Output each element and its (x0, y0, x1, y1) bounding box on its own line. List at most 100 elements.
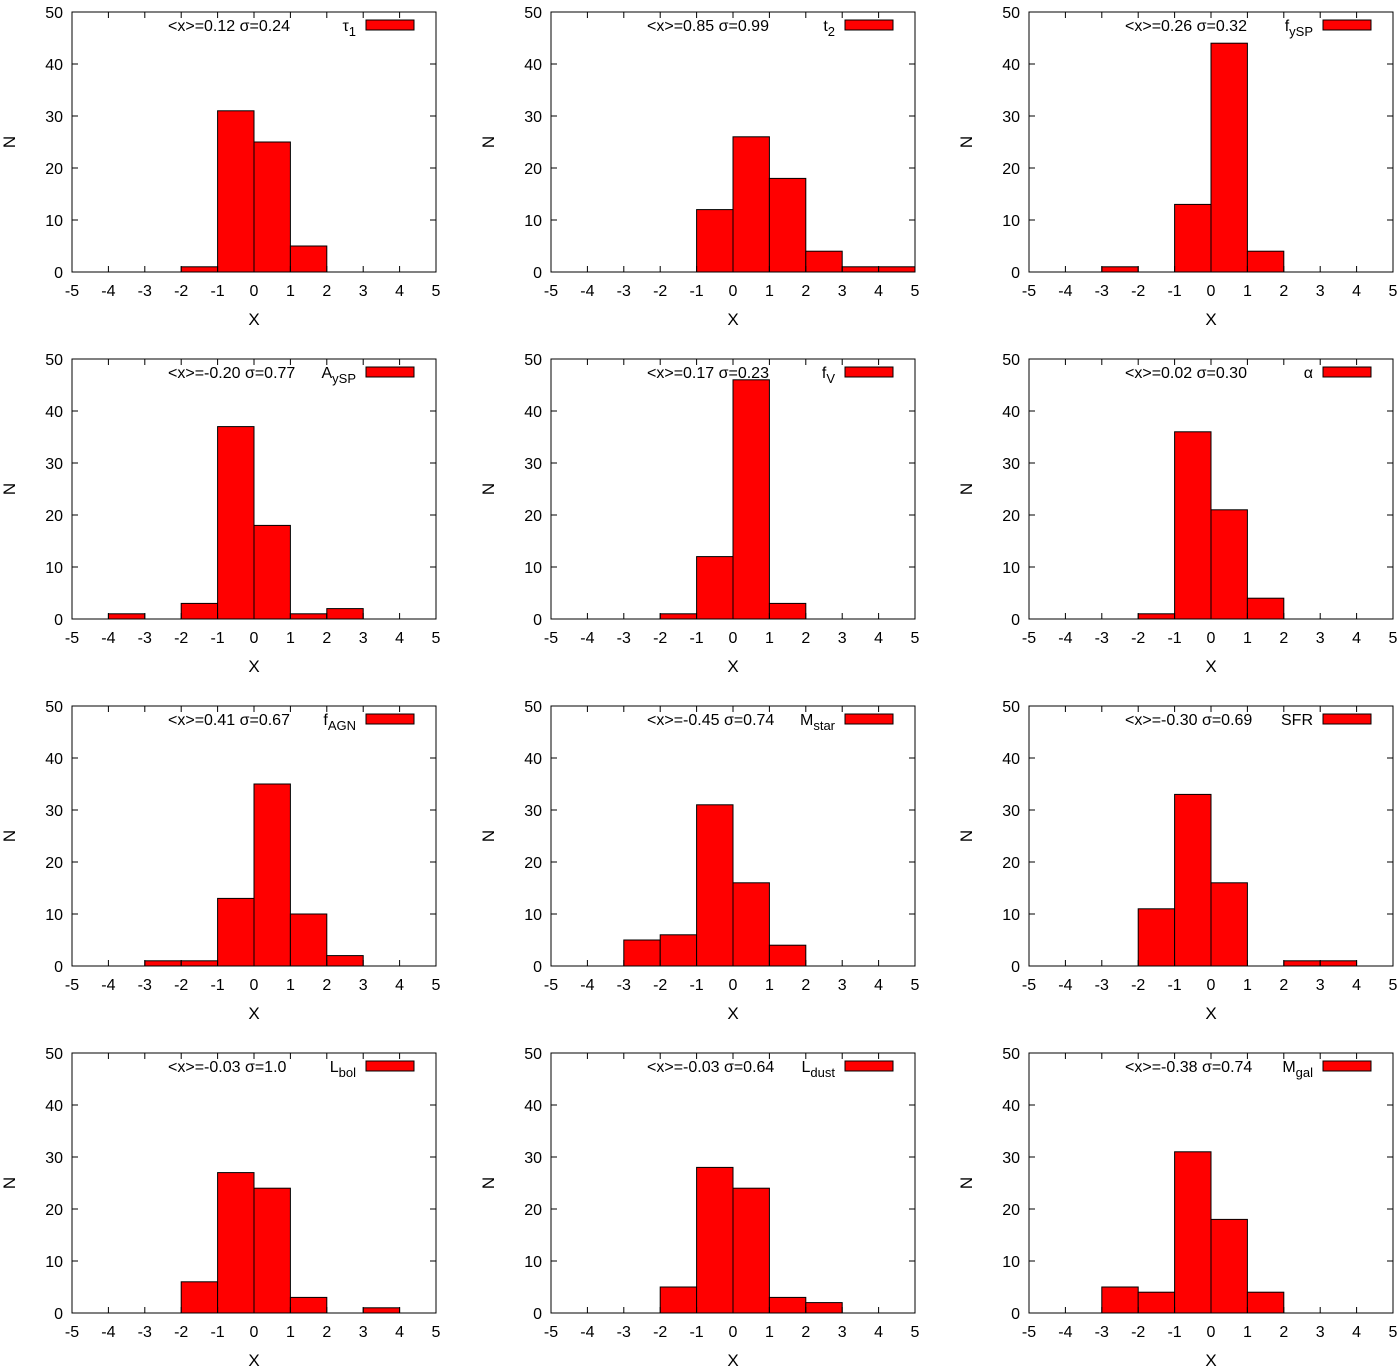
x-tick-label: 1 (286, 1324, 295, 1341)
x-tick-label: -4 (1058, 1324, 1072, 1341)
legend-label: τ1 (342, 18, 356, 39)
x-tick-label: -4 (101, 1324, 115, 1341)
x-tick-label: 0 (729, 630, 738, 647)
x-tick-label: 5 (911, 283, 920, 300)
legend-stats: <x>=0.26 σ=0.32 (1125, 18, 1247, 35)
legend-stats: <x>=0.02 σ=0.30 (1125, 365, 1247, 382)
x-tick-label: -1 (210, 977, 224, 994)
y-axis-label: N (0, 483, 19, 495)
y-tick-label: 30 (1002, 456, 1020, 473)
x-axis-label: X (727, 1004, 738, 1023)
legend-label: Mstar (800, 712, 836, 733)
x-axis-label: X (1205, 1004, 1216, 1023)
x-axis-label: X (248, 1351, 259, 1369)
x-tick-label: 2 (1279, 977, 1288, 994)
y-tick-label: 20 (45, 1202, 63, 1219)
histogram-bar (1137, 1291, 1176, 1314)
histogram-bar (1319, 960, 1358, 967)
histogram-bar (732, 136, 770, 273)
histogram-bar (768, 602, 807, 620)
x-tick-label: -4 (1058, 977, 1072, 994)
y-tick-label: 50 (45, 699, 63, 716)
x-tick-label: 3 (838, 1324, 847, 1341)
x-tick-label: 5 (432, 977, 441, 994)
legend-label: fAGN (323, 712, 356, 733)
x-tick-label: -5 (65, 283, 79, 300)
x-tick-label: 2 (322, 1324, 331, 1341)
histogram-bar (1246, 1291, 1285, 1314)
y-tick-label: 30 (524, 109, 542, 126)
histogram-bar (180, 1281, 219, 1314)
y-tick-label: 10 (524, 907, 542, 924)
x-tick-label: 4 (1352, 630, 1361, 647)
x-tick-label: -4 (101, 977, 115, 994)
histogram-bar (253, 141, 291, 273)
x-tick-label: 5 (1389, 283, 1398, 300)
x-tick-label: 0 (1207, 283, 1216, 300)
x-tick-label: 0 (250, 283, 259, 300)
x-tick-label: 2 (322, 283, 331, 300)
x-tick-label: -5 (544, 630, 558, 647)
x-tick-label: 1 (286, 630, 295, 647)
y-tick-label: 50 (524, 1046, 542, 1063)
histogram-bar (289, 245, 328, 273)
histogram-bar (1137, 908, 1176, 967)
histogram-bar (107, 613, 146, 620)
histogram-bar (217, 1172, 255, 1314)
x-tick-label: 1 (286, 977, 295, 994)
legend-stats: <x>=0.41 σ=0.67 (168, 712, 290, 729)
x-tick-label: -5 (544, 977, 558, 994)
x-tick-label: 2 (322, 630, 331, 647)
x-tick-label: -3 (617, 977, 631, 994)
y-tick-label: 0 (1011, 959, 1020, 976)
histogram-bar (1246, 250, 1285, 273)
y-axis-label: N (0, 830, 19, 842)
legend-swatch (844, 1060, 894, 1072)
y-tick-label: 0 (54, 265, 63, 282)
histogram-bar (1246, 597, 1285, 620)
legend-swatch (844, 19, 894, 31)
y-tick-label: 50 (524, 352, 542, 369)
y-tick-label: 50 (45, 1046, 63, 1063)
x-tick-label: -1 (689, 977, 703, 994)
x-tick-label: -3 (138, 977, 152, 994)
x-tick-label: 3 (359, 1324, 368, 1341)
x-tick-label: 2 (801, 283, 810, 300)
histogram-bar (362, 1307, 401, 1314)
y-tick-label: 30 (45, 1150, 63, 1167)
legend-swatch (365, 1060, 415, 1072)
legend-label: SFR (1281, 712, 1313, 729)
x-tick-label: 5 (911, 630, 920, 647)
x-tick-label: -4 (580, 630, 594, 647)
y-tick-label: 10 (45, 560, 63, 577)
y-tick-label: 50 (45, 352, 63, 369)
x-tick-label: 1 (765, 630, 774, 647)
histogram-bar (696, 804, 734, 967)
x-tick-label: 0 (1207, 630, 1216, 647)
histogram-bar (768, 944, 807, 967)
legend-label: Lbol (330, 1059, 356, 1080)
y-tick-label: 30 (45, 109, 63, 126)
x-tick-label: -3 (617, 283, 631, 300)
x-tick-label: -5 (65, 977, 79, 994)
legend-stats: <x>=-0.30 σ=0.69 (1125, 712, 1252, 729)
histogram-bar (253, 1187, 291, 1314)
legend-swatch (365, 366, 415, 378)
x-tick-label: 4 (874, 1324, 883, 1341)
y-tick-label: 20 (524, 508, 542, 525)
y-tick-label: 50 (1002, 1046, 1020, 1063)
x-tick-label: -3 (617, 1324, 631, 1341)
legend-label: Ldust (802, 1059, 836, 1080)
y-tick-label: 50 (524, 699, 542, 716)
histogram-bar (878, 266, 916, 273)
x-tick-label: 0 (1207, 977, 1216, 994)
x-axis-label: X (1205, 1351, 1216, 1369)
histogram-bar (180, 960, 219, 967)
y-tick-label: 0 (1011, 265, 1020, 282)
x-tick-label: -2 (653, 283, 667, 300)
y-axis-label: N (479, 136, 498, 148)
x-axis-label: X (248, 310, 259, 329)
